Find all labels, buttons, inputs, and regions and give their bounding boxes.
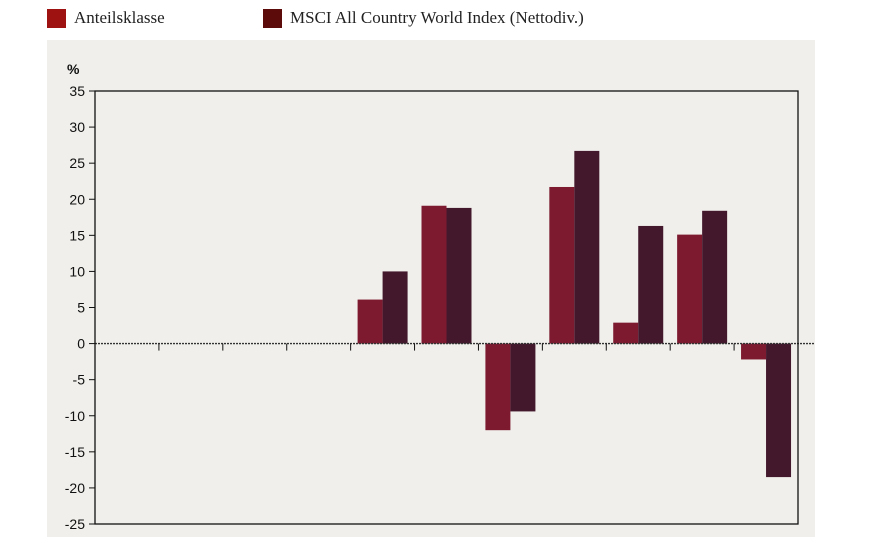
plot-frame bbox=[94, 90, 799, 525]
chart-legend: Anteilsklasse MSCI All Country World Ind… bbox=[47, 8, 847, 36]
bar-msci-9 bbox=[638, 225, 664, 344]
y-tick-label: -5 bbox=[73, 372, 86, 388]
legend-item-msci: MSCI All Country World Index (Nettodiv.) bbox=[263, 8, 584, 28]
bar-msci-5 bbox=[382, 271, 408, 344]
bar-anteilsklasse-11 bbox=[741, 343, 767, 360]
bar-anteilsklasse-6 bbox=[421, 205, 447, 344]
bar-msci-10 bbox=[702, 210, 728, 344]
legend-swatch-anteilsklasse bbox=[47, 8, 66, 28]
y-tick-label: -20 bbox=[65, 480, 85, 496]
y-tick-label: -10 bbox=[65, 408, 85, 424]
bar-msci-7 bbox=[510, 343, 536, 412]
legend-label-msci: MSCI All Country World Index (Nettodiv.) bbox=[290, 8, 584, 27]
legend-label-anteilsklasse: Anteilsklasse bbox=[74, 8, 165, 27]
bar-msci-8 bbox=[574, 150, 600, 344]
bar-msci-6 bbox=[446, 207, 472, 344]
bar-anteilsklasse-5 bbox=[357, 299, 383, 344]
y-tick-label: -25 bbox=[65, 516, 85, 532]
legend-swatch-msci bbox=[263, 8, 282, 28]
y-tick-label: 35 bbox=[69, 83, 85, 99]
y-tick-label: 25 bbox=[69, 155, 85, 171]
y-tick-label: 20 bbox=[69, 191, 85, 207]
bar-anteilsklasse-8 bbox=[549, 186, 575, 344]
y-tick-label: 10 bbox=[69, 263, 85, 279]
y-tick-label: 0 bbox=[77, 336, 85, 352]
bar-anteilsklasse-7 bbox=[485, 343, 511, 431]
y-tick-label: -15 bbox=[65, 444, 85, 460]
bar-anteilsklasse-10 bbox=[677, 234, 703, 344]
y-tick-label: 15 bbox=[69, 227, 85, 243]
bar-msci-11 bbox=[766, 343, 792, 478]
y-tick-label: 5 bbox=[77, 300, 85, 316]
legend-item-anteilsklasse: Anteilsklasse bbox=[47, 8, 165, 28]
y-tick-label: 30 bbox=[69, 119, 85, 135]
y-unit-label: % bbox=[67, 61, 80, 77]
bar-anteilsklasse-9 bbox=[613, 322, 639, 344]
